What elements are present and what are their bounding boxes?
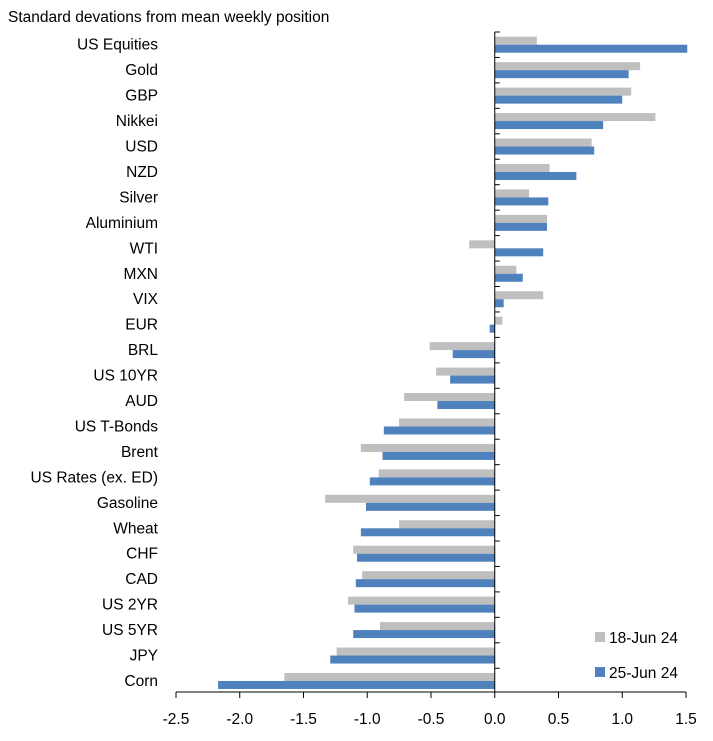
category-label: Wheat [113, 520, 158, 537]
category-label: Gasoline [97, 495, 158, 512]
bar-25-jun [437, 401, 495, 410]
bar-25-jun [494, 146, 595, 155]
x-tick-label: -0.5 [418, 711, 445, 728]
bar-25-jun [218, 680, 495, 689]
category-label: EUR [125, 317, 158, 334]
legend-swatch [595, 632, 605, 642]
bar-18-jun [399, 520, 495, 529]
x-tick-label: -2.0 [226, 711, 253, 728]
category-label: US 10YR [93, 368, 158, 385]
bar-25-jun [452, 350, 495, 359]
category-label: JPY [130, 648, 158, 665]
chart-title: Standard devations from mean weekly posi… [8, 9, 329, 26]
bar-25-jun [354, 604, 495, 613]
category-label: Silver [119, 189, 158, 206]
bar-18-jun [494, 189, 530, 198]
category-label: US Rates (ex. ED) [31, 469, 158, 486]
x-tick-label: 0.0 [484, 711, 506, 728]
bar-18-jun [360, 443, 495, 452]
legend-swatch [595, 667, 605, 677]
category-label: BRL [128, 342, 159, 359]
bar-18-jun [494, 163, 550, 172]
bar-18-jun [436, 367, 495, 376]
bar-18-jun [494, 291, 544, 300]
bar-18-jun [336, 647, 495, 656]
category-label: US 2YR [102, 597, 158, 614]
bar-25-jun [357, 553, 495, 562]
bar-25-jun [494, 273, 523, 282]
bar-25-jun [365, 502, 495, 511]
bar-25-jun [494, 44, 688, 53]
bar-25-jun [360, 528, 495, 537]
bar-25-jun [382, 451, 495, 460]
bar-25-jun [494, 197, 549, 206]
bar-18-jun [494, 113, 656, 122]
bar-18-jun [429, 342, 495, 351]
category-label: AUD [125, 393, 158, 410]
bar-18-jun [494, 316, 503, 325]
x-tick-label: 1.0 [611, 711, 633, 728]
bar-18-jun [494, 87, 632, 96]
category-label: Corn [124, 673, 158, 690]
x-tick-label: -1.0 [354, 711, 381, 728]
legend-label: 25-Jun 24 [609, 665, 678, 682]
bar-25-jun [330, 655, 495, 664]
bar-18-jun [348, 596, 495, 605]
bar-18-jun [469, 240, 495, 249]
bar-18-jun [404, 393, 495, 402]
category-label: GBP [125, 88, 158, 105]
bar-25-jun [489, 324, 495, 333]
category-label: Gold [125, 62, 158, 79]
category-label: MXN [124, 266, 158, 283]
bar-25-jun [369, 477, 495, 486]
x-tick-label: -2.5 [163, 711, 190, 728]
x-tick-label: 1.5 [675, 711, 697, 728]
bar-18-jun [399, 418, 495, 427]
category-label: CAD [125, 571, 158, 588]
bar-18-jun [494, 36, 537, 45]
category-label: US Equities [77, 37, 158, 54]
bar-25-jun [494, 171, 577, 180]
bar-18-jun [284, 672, 495, 681]
x-tick-label: 0.5 [548, 711, 570, 728]
category-label: WTI [130, 240, 158, 257]
category-label: Nikkei [116, 113, 158, 130]
bar-18-jun [362, 571, 495, 580]
bar-25-jun [494, 299, 504, 308]
bar-18-jun [494, 265, 517, 274]
bar-25-jun [353, 630, 495, 639]
bar-18-jun [325, 494, 495, 503]
category-label: Brent [121, 444, 159, 461]
category-label: CHF [126, 546, 158, 563]
bar-25-jun [450, 375, 495, 384]
bar-25-jun [494, 248, 544, 257]
legend-label: 18-Jun 24 [609, 630, 678, 647]
category-label: Aluminium [86, 215, 158, 232]
bar-18-jun [353, 545, 495, 554]
bar-18-jun [380, 622, 495, 631]
bar-25-jun [494, 95, 623, 104]
bar-25-jun [494, 70, 629, 79]
category-label: USD [125, 139, 158, 156]
bar-18-jun [494, 138, 592, 147]
bar-18-jun [494, 62, 641, 71]
category-label: US 5YR [102, 622, 158, 639]
category-label: US T-Bonds [75, 418, 159, 435]
bar-25-jun [383, 426, 495, 435]
category-label: NZD [126, 164, 158, 181]
bar-25-jun [494, 121, 604, 130]
bar-18-jun [494, 214, 548, 223]
category-label: VIX [133, 291, 159, 308]
bar-25-jun [355, 579, 495, 588]
x-tick-label: -1.5 [290, 711, 317, 728]
bar-25-jun [494, 222, 548, 231]
bar-18-jun [378, 469, 495, 478]
